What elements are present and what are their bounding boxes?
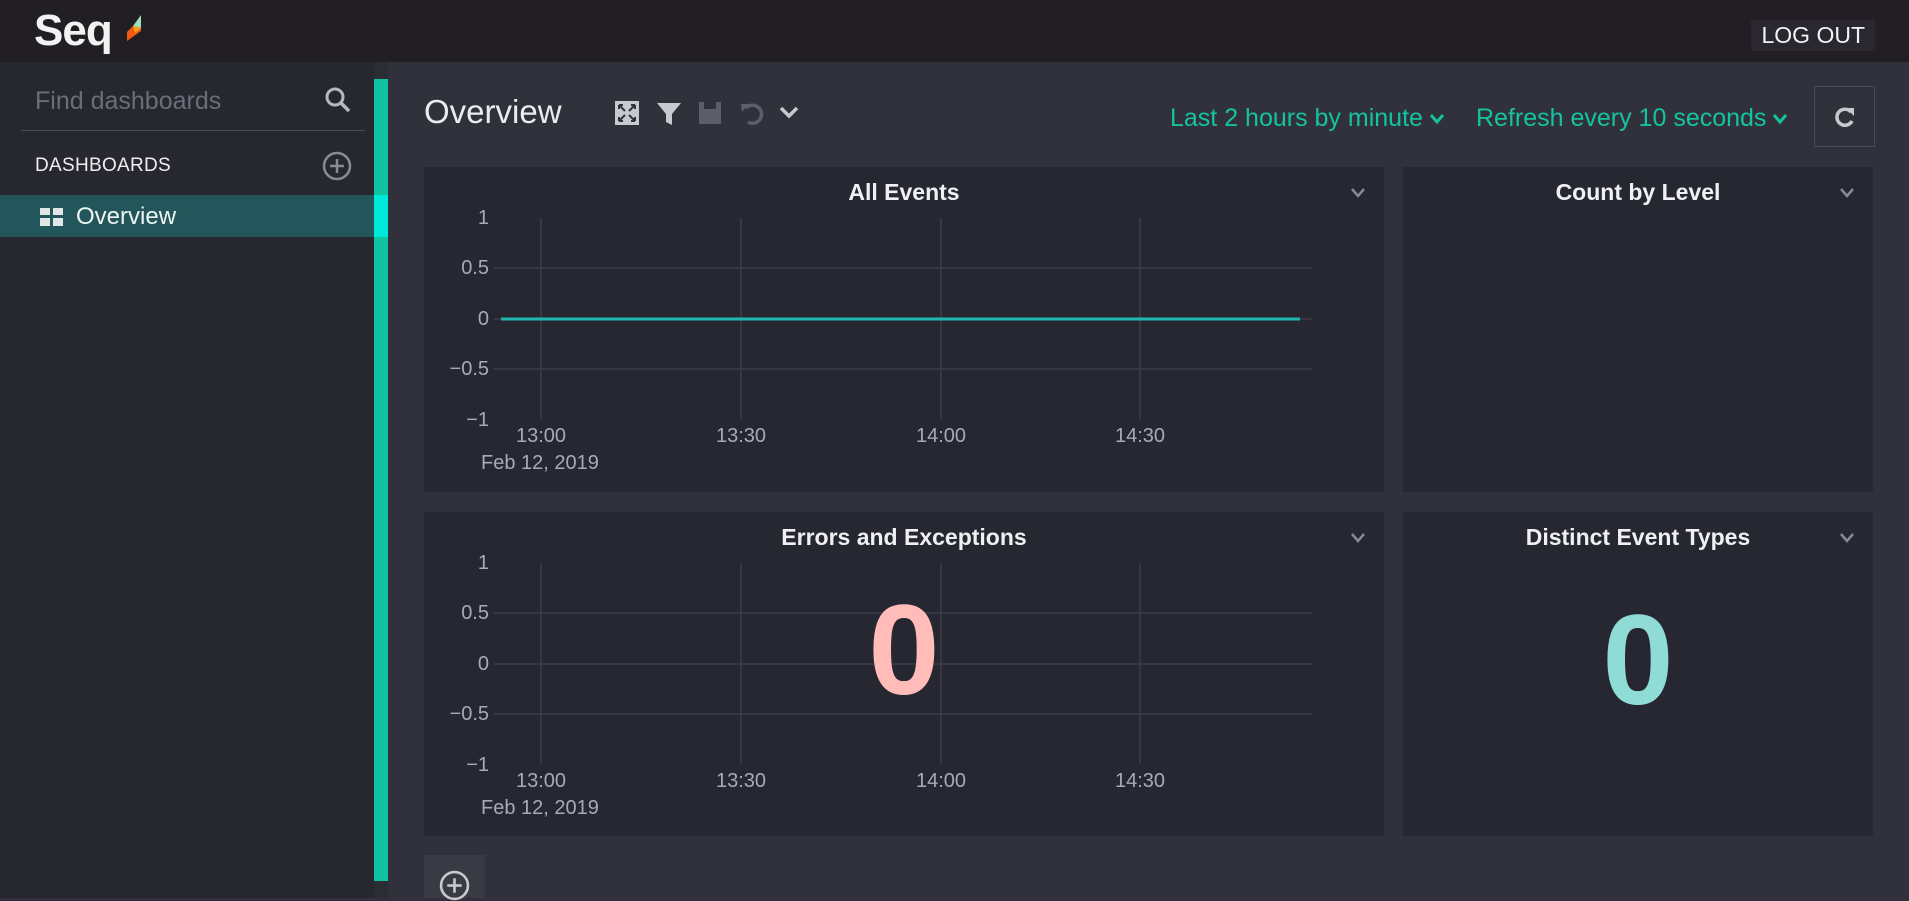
- sidebar-scrollbar-thumb[interactable]: [374, 79, 388, 881]
- add-dashboard-icon[interactable]: [322, 151, 352, 181]
- panel-menu-chevron-icon[interactable]: [1350, 187, 1366, 199]
- logout-button[interactable]: LOG OUT: [1751, 20, 1875, 51]
- panel-title: Distinct Event Types: [1525, 524, 1751, 550]
- save-icon[interactable]: [697, 100, 723, 126]
- dashboard-search: [21, 73, 365, 131]
- y-tick: 0.5: [461, 602, 489, 624]
- chevron-down-icon: [1429, 114, 1445, 125]
- panel-all-events: All Events 1 0.5 0 −0.5 −1 13:00 13:30 1…: [424, 167, 1384, 492]
- x-tick: 14:00: [915, 425, 967, 447]
- errors-chart: [494, 563, 1312, 764]
- search-icon[interactable]: [323, 85, 353, 115]
- panel-title: Count by Level: [1555, 179, 1721, 205]
- sidebar-item-overview[interactable]: Overview: [0, 195, 374, 237]
- refresh-interval-selector[interactable]: Refresh every 10 seconds: [1476, 104, 1788, 133]
- y-tick: 0: [477, 653, 489, 675]
- sidebar: [0, 62, 374, 898]
- distinct-event-types-value: 0: [1602, 589, 1674, 732]
- x-tick: 14:30: [1114, 770, 1166, 792]
- time-range-selector[interactable]: Last 2 hours by minute: [1170, 104, 1445, 133]
- seq-logo-mark-icon: [127, 15, 141, 41]
- panel-distinct-event-types: Distinct Event Types 0: [1403, 512, 1873, 836]
- fullscreen-icon[interactable]: [614, 100, 640, 126]
- top-header: Seq LOG OUT: [0, 0, 1909, 62]
- all-events-chart: [494, 218, 1312, 419]
- errors-count-value: 0: [868, 579, 940, 722]
- undo-icon[interactable]: [739, 100, 765, 126]
- panel-menu-chevron-icon[interactable]: [1350, 532, 1366, 544]
- dashboard-search-input[interactable]: [35, 83, 305, 119]
- refresh-interval-label: Refresh every 10 seconds: [1476, 104, 1767, 132]
- page-title: Overview: [424, 93, 562, 130]
- active-item-indicator: [374, 195, 388, 237]
- chevron-down-icon: [1773, 114, 1788, 125]
- chevron-down-icon[interactable]: [776, 100, 802, 126]
- x-date-label: Feb 12, 2019: [481, 452, 599, 474]
- add-panel-button[interactable]: [424, 855, 485, 901]
- panel-menu-chevron-icon[interactable]: [1839, 187, 1855, 199]
- x-tick: 13:00: [515, 425, 567, 447]
- y-tick: 1: [477, 552, 489, 574]
- y-tick: −0.5: [449, 703, 489, 725]
- x-tick: 14:00: [915, 770, 967, 792]
- x-tick: 13:30: [715, 770, 767, 792]
- dashboard-grid-icon: [40, 208, 63, 226]
- panel-menu-chevron-icon[interactable]: [1839, 532, 1855, 544]
- panel-errors-and-exceptions: Errors and Exceptions 1 0.5 0 −0.5 −1 13…: [424, 512, 1384, 836]
- y-tick: −1: [466, 754, 489, 776]
- x-date-label: Feb 12, 2019: [481, 797, 599, 819]
- filter-icon[interactable]: [656, 100, 682, 126]
- refresh-button[interactable]: [1814, 86, 1875, 147]
- y-tick: −0.5: [449, 358, 489, 380]
- sidebar-item-label: Overview: [76, 203, 177, 230]
- seq-logo[interactable]: Seq: [34, 6, 113, 55]
- panel-title: All Events: [848, 179, 960, 205]
- time-range-label: Last 2 hours by minute: [1170, 104, 1423, 132]
- dashboards-section-label: DASHBOARDS: [35, 155, 172, 176]
- y-tick: 0: [477, 308, 489, 330]
- x-tick: 13:30: [715, 425, 767, 447]
- y-tick: 1: [477, 207, 489, 229]
- y-tick: −1: [466, 409, 489, 431]
- panel-title: Errors and Exceptions: [781, 524, 1027, 550]
- refresh-icon: [1835, 107, 1854, 127]
- y-tick: 0.5: [461, 257, 489, 279]
- panel-count-by-level: Count by Level: [1403, 167, 1873, 492]
- add-icon: [439, 870, 470, 901]
- x-tick: 13:00: [515, 770, 567, 792]
- x-tick: 14:30: [1114, 425, 1166, 447]
